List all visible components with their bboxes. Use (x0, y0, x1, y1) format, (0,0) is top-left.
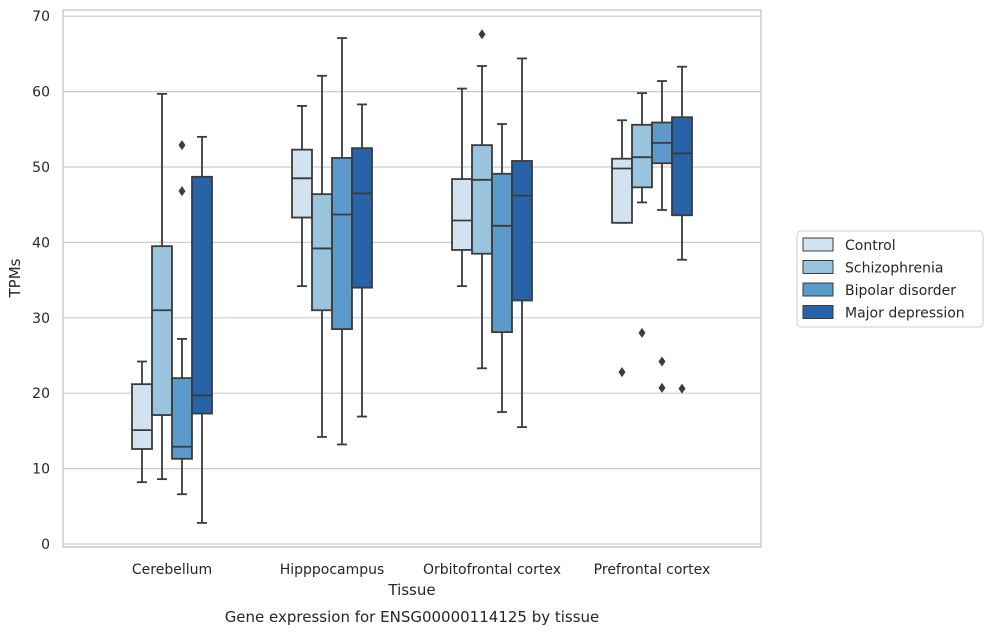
chart-caption: Gene expression for ENSG00000114125 by t… (225, 608, 600, 626)
box-1-0 (151, 92, 173, 481)
y-tick-label: 70 (32, 9, 50, 25)
y-tick-label: 20 (32, 386, 50, 402)
x-tick-labels: Cerebellum Hipppocampus Orbitofrontal cort… (132, 562, 710, 578)
box (171, 377, 193, 460)
box-0-3 (611, 119, 633, 378)
outlier-point (658, 382, 666, 393)
box-1-3 (631, 92, 653, 338)
box-3-2 (511, 57, 533, 429)
y-tick-label: 40 (32, 235, 50, 251)
outlier-point (658, 356, 666, 367)
x-tick-label: Orbitofrontal cortex (423, 562, 561, 578)
box (331, 157, 353, 331)
box-2-0 (171, 140, 193, 496)
legend-swatch (802, 282, 834, 297)
box (471, 144, 493, 255)
box-0-1 (291, 105, 313, 288)
y-tick-label: 30 (32, 311, 50, 327)
box (151, 245, 173, 416)
legend-swatch (802, 237, 834, 252)
box-0-0 (131, 360, 153, 484)
y-tick-label: 60 (32, 85, 50, 101)
y-axis-label: TPMs (6, 258, 24, 298)
box (611, 157, 633, 224)
outlier-point (178, 140, 186, 151)
box (631, 123, 653, 189)
y-tick-label: 50 (32, 160, 50, 176)
box (131, 383, 153, 450)
box-0-2 (451, 87, 473, 288)
x-tick-label: Hipppocampus (280, 562, 385, 578)
legend: Control Schizophrenia Bipolar disorder Majo… (796, 230, 984, 328)
y-tick-label: 10 (32, 462, 50, 478)
legend-swatch (802, 305, 834, 319)
box-3-0 (191, 135, 213, 524)
outlier-point (178, 186, 186, 197)
legend-swatch (802, 260, 834, 274)
box (311, 193, 333, 312)
y-tick-labels: 0 10 20 30 40 50 60 70 (32, 9, 50, 553)
outlier-point (678, 383, 686, 394)
outlier-point (618, 367, 626, 378)
boxes-layer (131, 29, 693, 524)
x-tick-label: Cerebellum (132, 562, 212, 578)
box (451, 178, 473, 251)
y-tick-label: 0 (41, 537, 50, 553)
box-3-3 (671, 65, 693, 394)
legend-label: Schizophrenia (845, 261, 943, 277)
plot-frame (62, 9, 762, 548)
box-3-1 (351, 103, 373, 418)
box (511, 160, 533, 302)
box (671, 116, 693, 217)
box-2-1 (331, 37, 353, 446)
legend-label: Control (845, 238, 896, 254)
legend-frame (796, 230, 984, 328)
box-2-3 (651, 80, 673, 393)
outlier-point (638, 327, 646, 338)
box (191, 175, 213, 415)
legend-label: Major depression (845, 306, 965, 322)
legend-label: Bipolar disorder (845, 283, 956, 299)
outlier-point (478, 29, 486, 40)
x-tick-label: Prefrontal cortex (594, 562, 711, 578)
box (491, 172, 513, 334)
box-1-1 (311, 74, 333, 438)
box (291, 148, 313, 219)
x-axis-label: Tissue (387, 581, 435, 599)
box (351, 147, 373, 289)
